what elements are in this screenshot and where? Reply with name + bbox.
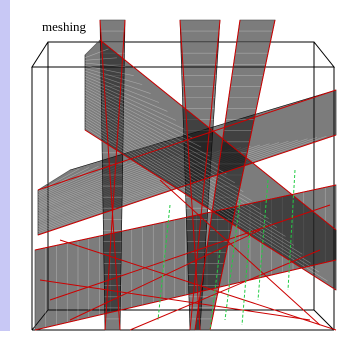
intersection-line [257,179,269,301]
mesh-line [84,68,143,85]
mesh-line [84,116,295,246]
intersection-line [241,229,251,326]
mesh-line [84,65,134,77]
fracture-edge-line [59,239,337,331]
mesh-line [84,102,252,201]
fracture-edge-line [194,19,241,331]
fracture-edge-line [37,134,337,236]
mesh-line [84,76,168,112]
fracture-edge-line [129,249,321,331]
intersection-lines [157,169,296,331]
fracture-edge-line [99,39,337,231]
mesh-line [84,119,303,255]
mesh-line [84,121,311,264]
intersection-line [287,169,296,291]
mesh-line [84,108,269,219]
mesh-line [84,81,185,130]
mesh-line [84,124,320,273]
fracture-edges [34,19,337,331]
mesh-line [84,127,328,282]
mesh-line [37,169,71,191]
mesh-line [84,73,160,103]
mesh-line [37,139,299,229]
mesh-line [84,94,227,175]
fracture-edge-line [69,229,261,321]
fracture-edge-line [84,129,337,291]
fracture-edge-line [209,19,276,331]
intersection-line [209,249,221,331]
mesh-line [84,92,219,166]
mesh-line [84,84,193,139]
fracture-edge-line [159,179,321,326]
mesh-line [84,62,126,68]
side-panel [0,0,10,331]
mesh-line [84,105,261,210]
mesh-line [84,89,210,157]
fracture-edge-line [49,204,331,301]
intersection-line [224,199,241,321]
mesh-line [37,165,99,196]
mesh-line [84,70,151,94]
fracture-edge-line [189,19,221,331]
mesh-line [84,48,109,58]
mesh-line [84,110,278,228]
fracture-edge-line [39,279,311,321]
mesh-viewport[interactable]: meshing [10,0,343,345]
fracture-edge-line [179,19,201,331]
fracture-edge-line [34,259,337,331]
mesh-line [84,39,101,56]
fracture-edge-line [34,184,337,251]
mesh-line [84,86,202,148]
fracture-edge-line [99,19,121,331]
mesh-line [84,97,236,184]
mesh-line [37,158,156,205]
mesh-line [84,57,117,61]
fracture-mesh-render [31,19,337,331]
fracture-edge-line [37,89,337,191]
mesh-line [37,167,90,194]
mesh-line [37,159,147,204]
window-title: meshing [42,19,87,34]
fracture-edge-line [104,19,126,331]
fracture-planes [34,19,337,331]
mesh-line [84,78,176,121]
mesh-line [84,113,286,237]
intersection-line [157,204,171,321]
